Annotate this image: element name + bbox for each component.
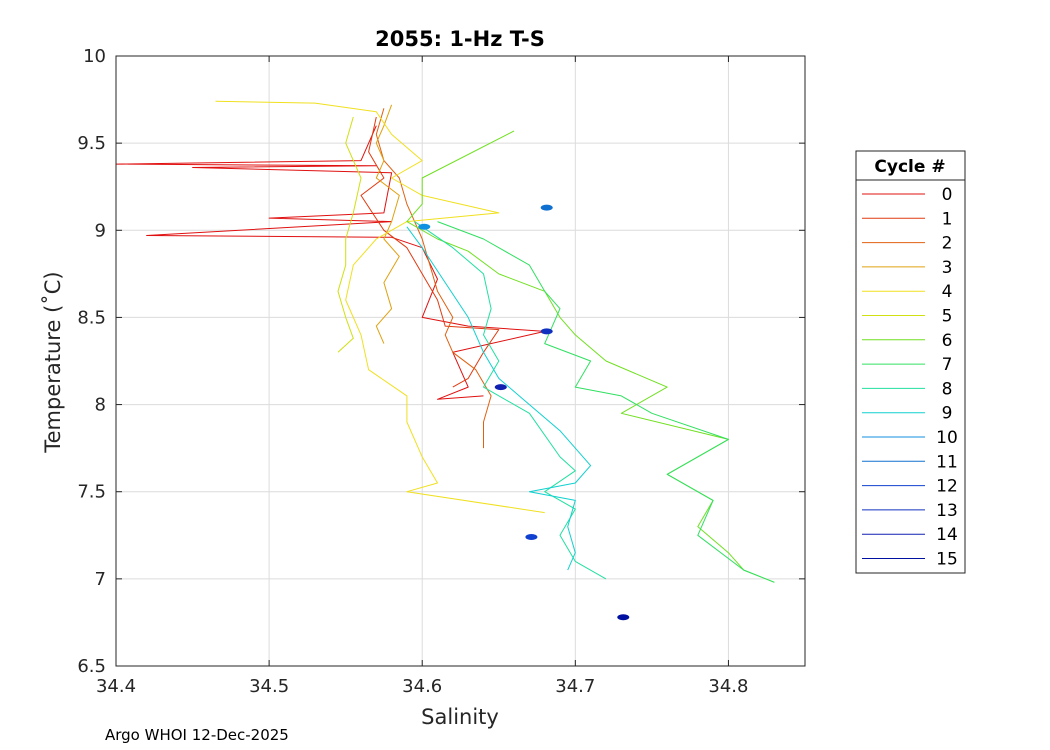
chart-title: 2055: 1-Hz T-S (375, 27, 545, 51)
y-tick-label: 8 (95, 395, 106, 416)
series-group (115, 100, 775, 621)
legend-entry-label: 5 (942, 307, 953, 327)
legend-entry-label: 11 (936, 452, 958, 472)
legend-entry-label: 2 (942, 234, 953, 254)
legend-box (855, 150, 966, 574)
legend-entry-label: 1 (942, 209, 953, 229)
series-line (525, 534, 538, 541)
legend-entry-label: 3 (942, 258, 953, 278)
x-tick-label: 34.5 (249, 676, 289, 697)
series-line (540, 328, 553, 335)
y-tick-label: 7.5 (77, 482, 106, 503)
legend-entry-label: 7 (942, 355, 953, 375)
legend-entry-label: 0 (942, 185, 953, 205)
series-line (375, 108, 492, 449)
y-tick-label: 8.5 (77, 307, 106, 328)
x-tick-label: 34.6 (402, 676, 442, 697)
series-line (494, 384, 507, 391)
series-line (418, 223, 431, 230)
y-tick-label: 9.5 (77, 133, 106, 154)
legend-entry-label: 12 (936, 477, 958, 497)
legend-entry-label: 6 (942, 331, 953, 351)
series-line (337, 116, 362, 353)
y-tick-label: 7 (95, 569, 106, 590)
y-tick-label: 6.5 (77, 656, 106, 677)
series-line (375, 104, 400, 344)
plot-frame (115, 55, 806, 667)
series-line (215, 100, 545, 514)
tick-group: 34.4 34.5 34.6 34.7 34.8 6.5 7 7.5 8 8.5 9 9.5 10 (77, 46, 805, 697)
x-tick-label: 34.7 (555, 676, 595, 697)
series-line (406, 226, 592, 571)
legend-entry-label: 14 (936, 525, 958, 545)
y-tick-label: 9 (95, 220, 106, 241)
series-line (437, 221, 775, 583)
series-line (115, 125, 546, 400)
legend-entry-label: 10 (936, 428, 958, 448)
plot-background (116, 56, 805, 666)
x-tick-label: 34.4 (96, 676, 136, 697)
legend-title: Cycle # (874, 157, 945, 177)
series-line (406, 130, 775, 583)
legend-entry-label: 15 (936, 550, 958, 570)
y-axis-label: Temperature (˚C) (41, 271, 65, 453)
series-line (617, 614, 630, 621)
x-axis-label: Salinity (421, 705, 499, 729)
legend-entry-label: 8 (942, 379, 953, 399)
legend-entry-label: 4 (942, 282, 953, 302)
footer-credit: Argo WHOI 12-Dec-2025 (105, 726, 289, 744)
series-line (540, 204, 553, 211)
legend-entry-label: 13 (936, 501, 958, 521)
legend-entry-label: 9 (942, 404, 953, 424)
x-tick-label: 34.8 (708, 676, 748, 697)
series-line (414, 221, 607, 580)
y-tick-label: 10 (83, 46, 106, 67)
